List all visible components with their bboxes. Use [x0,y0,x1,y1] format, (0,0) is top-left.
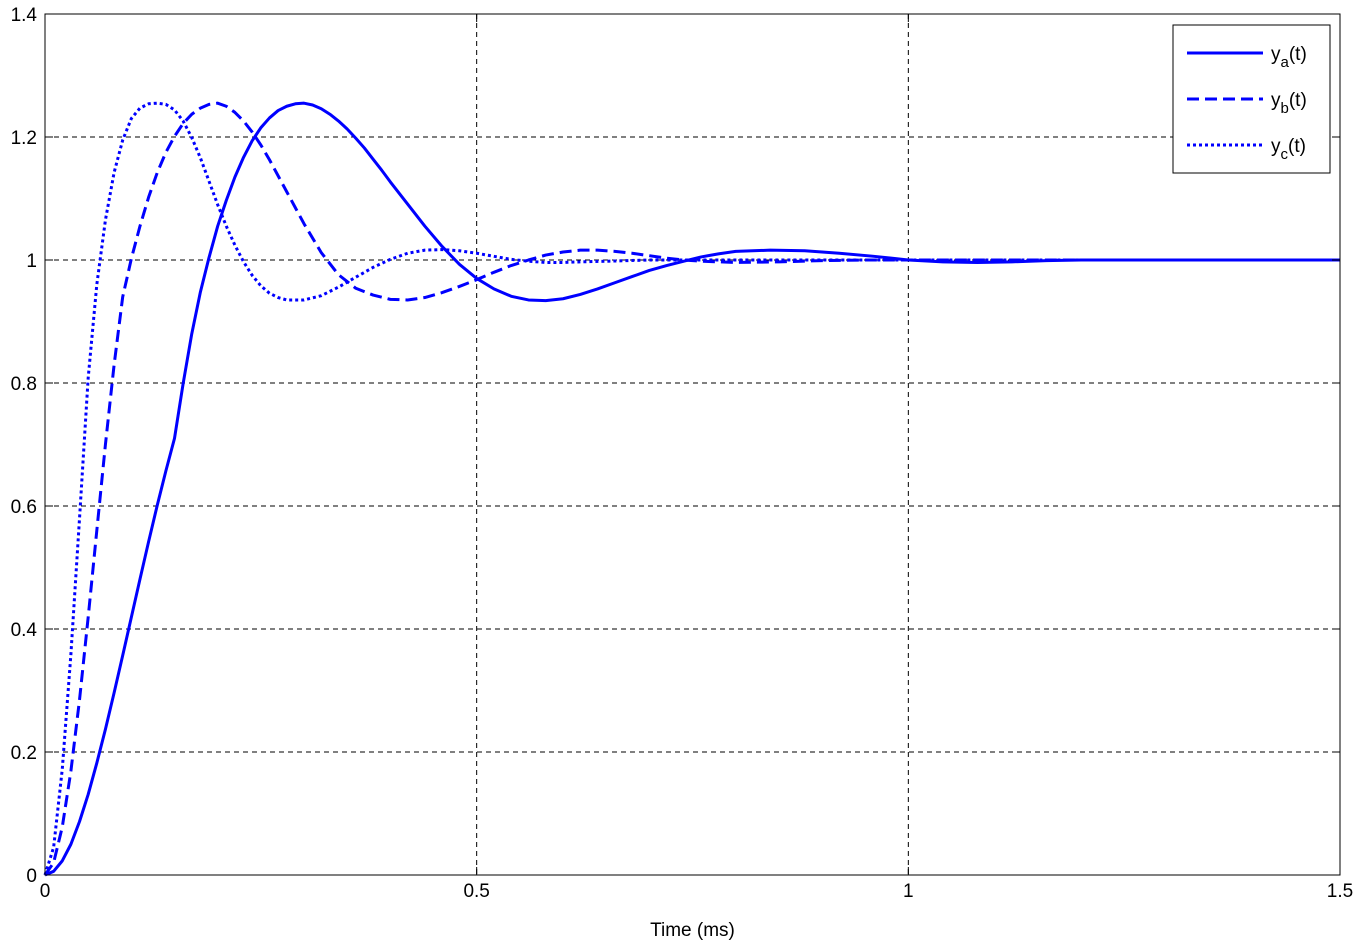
series-lines [43,101,1340,877]
axes-frame [44,13,1341,876]
x-tick-label: 1.5 [1327,881,1353,902]
series-line-a [44,101,1340,877]
grid-lines [45,14,1340,875]
x-tick-label: 1 [903,881,914,902]
y-tick-label: 0.4 [11,620,38,641]
y-tick-label: 0.8 [11,374,37,395]
y-tick-label: 1 [26,251,37,272]
y-tick-label: 1.2 [11,128,37,149]
legend-entry-a: ya(t) [1271,44,1307,71]
legend-entry-c: yc(t) [1271,136,1306,163]
y-tick-label: 0.6 [11,497,37,518]
legend-entry-b: yb(t) [1271,90,1307,117]
series-line-c [43,101,1340,876]
legend: ya(t) yb(t) yc(t) [1172,24,1331,174]
y-tick-label: 1.4 [11,5,38,26]
y-tick-label: 0.2 [11,743,37,764]
y-tick-label: 0 [26,866,37,887]
axis-ticks: 0 0.5 1 1.5 0 0.2 0.4 0.6 0.8 1 1.2 1.4 [11,5,1354,902]
x-tick-label: 0 [40,881,51,902]
x-axis-label: Time (ms) [650,920,735,941]
series-line-b [43,101,1340,876]
x-tick-label: 0.5 [463,881,489,902]
